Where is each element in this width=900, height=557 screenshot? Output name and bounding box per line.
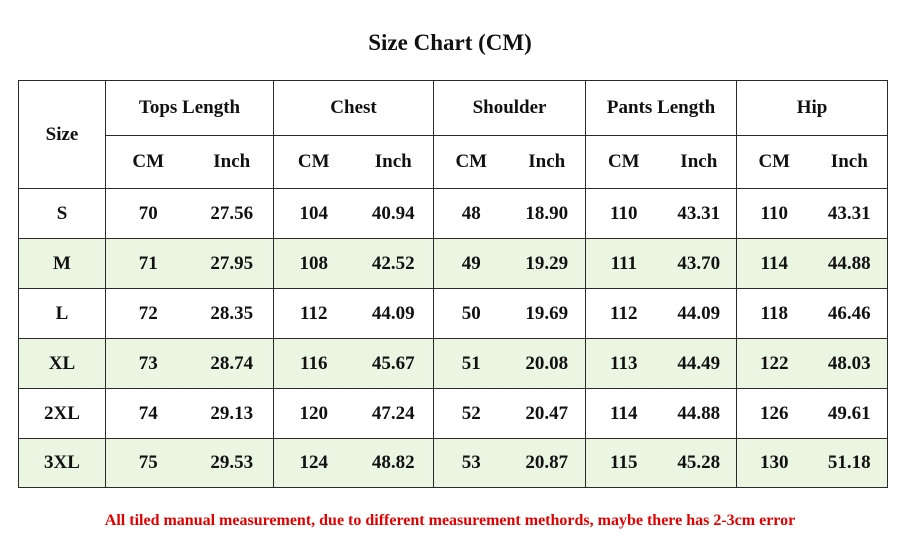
- unit-header: CM: [736, 135, 812, 189]
- value-cell: 108: [273, 238, 354, 289]
- unit-header: CM: [585, 135, 662, 189]
- value-cell: 42.52: [353, 238, 435, 289]
- value-cell: 44.49: [661, 338, 738, 389]
- value-cell: 43.31: [811, 188, 889, 239]
- value-cell: 49: [433, 238, 509, 289]
- value-cell: 120: [273, 388, 354, 439]
- value-cell: 114: [736, 238, 812, 289]
- unit-header: Inch: [661, 135, 738, 189]
- value-cell: 19.29: [508, 238, 587, 289]
- unit-header: Inch: [508, 135, 587, 189]
- value-cell: 29.53: [190, 438, 274, 488]
- value-cell: 53: [433, 438, 509, 488]
- table-row: 2XL 74 29.13 120 47.24 52 20.47 114 44.88 126 49.6…: [18, 388, 889, 439]
- value-cell: 46.46: [811, 288, 889, 339]
- value-cell: 44.09: [353, 288, 435, 339]
- value-cell: 27.95: [190, 238, 274, 289]
- size-cell: M: [18, 238, 106, 289]
- value-cell: 43.70: [661, 238, 738, 289]
- size-cell: S: [18, 188, 106, 239]
- value-cell: 20.08: [508, 338, 587, 389]
- value-cell: 18.90: [508, 188, 587, 239]
- value-cell: 126: [736, 388, 812, 439]
- value-cell: 73: [105, 338, 191, 389]
- size-table: Size Tops Length Chest Shoulder Pants Length…: [18, 80, 889, 488]
- value-cell: 72: [105, 288, 191, 339]
- value-cell: 70: [105, 188, 191, 239]
- group-header: Pants Length: [585, 80, 738, 136]
- value-cell: 47.24: [353, 388, 435, 439]
- table-row: Size Tops Length Chest Shoulder Pants Length…: [18, 80, 889, 189]
- value-cell: 49.61: [811, 388, 889, 439]
- value-cell: 48: [433, 188, 509, 239]
- value-cell: 52: [433, 388, 509, 439]
- value-cell: 43.31: [661, 188, 738, 239]
- value-cell: 45.67: [353, 338, 435, 389]
- value-cell: 114: [585, 388, 662, 439]
- unit-header: Inch: [811, 135, 889, 189]
- table-row: M 71 27.95 108 42.52 49 19.29 111 43.70 114 44.88: [18, 238, 889, 289]
- value-cell: 110: [736, 188, 812, 239]
- value-cell: 29.13: [190, 388, 274, 439]
- value-cell: 122: [736, 338, 812, 389]
- group-header: Shoulder: [433, 80, 587, 136]
- size-cell: XL: [18, 338, 106, 389]
- value-cell: 45.28: [661, 438, 738, 488]
- value-cell: 40.94: [353, 188, 435, 239]
- value-cell: 48.03: [811, 338, 889, 389]
- value-cell: 124: [273, 438, 354, 488]
- value-cell: 20.47: [508, 388, 587, 439]
- group-header: Tops Length: [105, 80, 274, 136]
- unit-header: CM: [273, 135, 354, 189]
- value-cell: 113: [585, 338, 662, 389]
- value-cell: 111: [585, 238, 662, 289]
- table-row: CM Inch CM Inch CM Inch CM Inch CM Inch: [19, 135, 889, 189]
- value-cell: 71: [105, 238, 191, 289]
- table-row: L 72 28.35 112 44.09 50 19.69 112 44.09 118 46.46: [18, 288, 889, 339]
- value-cell: 50: [433, 288, 509, 339]
- value-cell: 44.88: [661, 388, 738, 439]
- unit-header: Inch: [353, 135, 435, 189]
- value-cell: 44.09: [661, 288, 738, 339]
- title: Size Chart (CM): [368, 30, 532, 55]
- unit-header: Inch: [190, 135, 274, 189]
- value-cell: 74: [105, 388, 191, 439]
- value-cell: 112: [585, 288, 662, 339]
- value-cell: 116: [273, 338, 354, 389]
- note: All tiled manual measurement, due to dif…: [104, 512, 796, 529]
- group-header: Hip: [736, 80, 889, 136]
- value-cell: 115: [585, 438, 662, 488]
- value-cell: 44.88: [811, 238, 889, 289]
- table-row: S 70 27.56 104 40.94 48 18.90 110 43.31 110 43.31: [18, 188, 889, 239]
- value-cell: 104: [273, 188, 354, 239]
- value-cell: 110: [585, 188, 662, 239]
- value-cell: 130: [736, 438, 812, 488]
- table-row: XL 73 28.74 116 45.67 51 20.08 113 44.49 122 48.03: [18, 338, 889, 389]
- size-cell: 3XL: [18, 438, 106, 488]
- value-cell: 118: [736, 288, 812, 339]
- value-cell: 48.82: [353, 438, 435, 488]
- header-cell: Size: [18, 80, 106, 189]
- value-cell: 20.87: [508, 438, 587, 488]
- unit-header: CM: [433, 135, 509, 189]
- size-cell: L: [18, 288, 106, 339]
- value-cell: 75: [105, 438, 191, 488]
- group-header: Chest: [272, 80, 435, 136]
- table-body: Size Tops Length Chest Shoulder Pants Length…: [18, 80, 889, 488]
- value-cell: 27.56: [190, 188, 274, 239]
- value-cell: 19.69: [508, 288, 587, 339]
- table-row: 3XL 75 29.53 124 48.82 53 20.87 115 45.28 130 51.1…: [18, 438, 889, 488]
- unit-header: CM: [105, 135, 191, 189]
- value-cell: 112: [273, 288, 354, 339]
- value-cell: 28.74: [190, 338, 274, 389]
- value-cell: 28.35: [190, 288, 274, 339]
- size-cell: 2XL: [18, 388, 106, 439]
- value-cell: 51: [433, 338, 509, 389]
- value-cell: 51.18: [811, 438, 889, 488]
